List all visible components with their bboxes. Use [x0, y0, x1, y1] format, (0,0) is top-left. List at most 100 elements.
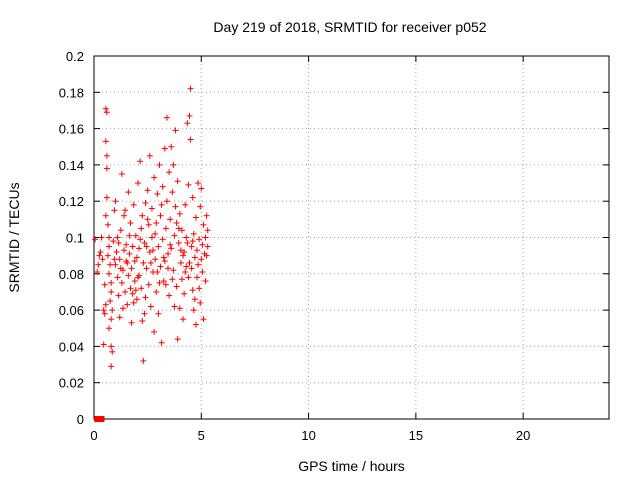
data-point: [108, 279, 115, 286]
data-point: [106, 243, 113, 250]
data-point: [198, 185, 205, 192]
data-point: [132, 232, 139, 239]
data-point: [204, 243, 211, 250]
data-point: [123, 241, 130, 248]
data-point: [184, 239, 191, 246]
data-point: [128, 319, 135, 326]
data-point: [106, 325, 113, 332]
data-point: [195, 180, 202, 187]
data-point: [97, 249, 104, 256]
y-tick-label: 0.06: [59, 303, 84, 318]
data-point: [146, 249, 153, 256]
data-points: [92, 85, 211, 422]
data-point: [166, 169, 173, 176]
data-point: [108, 316, 115, 323]
data-point: [175, 239, 182, 246]
data-point: [200, 316, 207, 323]
data-point: [180, 316, 187, 323]
data-point: [163, 114, 170, 121]
chart-title: Day 219 of 2018, SRMTID for receiver p05…: [213, 19, 486, 35]
y-tick-label: 0.2: [66, 49, 84, 64]
data-point: [163, 198, 170, 205]
data-point: [134, 180, 141, 187]
data-point: [197, 299, 204, 306]
data-point: [191, 296, 198, 303]
y-tick-label: 0.02: [59, 376, 84, 391]
data-point: [158, 201, 165, 208]
data-point: [170, 161, 177, 168]
data-point: [126, 250, 133, 257]
data-point: [138, 225, 145, 232]
y-tick-label: 0.16: [59, 122, 84, 137]
data-point: [137, 236, 144, 243]
data-point: [151, 328, 158, 335]
axis-ticks: 0 5 10 15 20 0 0.02 0.04 0.06 0.08 0.1 0.12 0.14 0.16…: [59, 49, 609, 443]
data-point: [165, 250, 172, 257]
data-point: [96, 252, 103, 259]
y-tick-label: 0.18: [59, 85, 84, 100]
data-point: [92, 236, 99, 243]
data-point: [196, 285, 203, 292]
data-point: [185, 274, 192, 281]
data-point: [141, 239, 148, 246]
data-point: [177, 259, 184, 266]
data-point: [138, 285, 145, 292]
data-point: [104, 252, 111, 259]
data-point: [169, 276, 176, 283]
data-point: [142, 200, 149, 207]
data-point: [153, 288, 160, 295]
data-point: [180, 252, 187, 259]
data-point: [157, 212, 164, 219]
data-point: [159, 183, 166, 190]
data-point: [173, 283, 180, 290]
data-point: [94, 268, 101, 275]
data-point: [114, 234, 121, 241]
data-point: [174, 178, 181, 185]
data-point: [144, 216, 151, 223]
data-point: [184, 120, 191, 127]
data-point: [156, 279, 163, 286]
data-point: [112, 198, 119, 205]
data-point: [182, 268, 189, 275]
data-point: [124, 301, 131, 308]
baseline-point: [98, 416, 105, 422]
data-point: [189, 194, 196, 201]
data-point: [147, 259, 154, 266]
data-point: [139, 212, 146, 219]
y-axis-label: SRMTID / TECUs: [6, 182, 22, 292]
data-point: [143, 265, 150, 272]
data-point: [181, 290, 188, 297]
data-point: [139, 317, 146, 324]
data-point: [157, 263, 164, 270]
data-point: [200, 221, 207, 228]
data-point: [174, 336, 181, 343]
x-axis-label: GPS time / hours: [298, 458, 405, 474]
data-point: [128, 265, 135, 272]
data-point: [183, 263, 190, 270]
data-point: [189, 287, 196, 294]
data-point: [100, 307, 107, 314]
data-point: [111, 207, 118, 214]
data-point: [127, 285, 134, 292]
data-point: [109, 307, 116, 314]
data-point: [118, 279, 125, 286]
data-point: [153, 219, 160, 226]
data-point: [161, 145, 168, 152]
data-point: [117, 227, 124, 234]
data-point: [108, 343, 115, 350]
data-point: [107, 261, 114, 268]
data-point: [167, 241, 174, 248]
data-point: [194, 274, 200, 281]
data-point: [107, 298, 114, 305]
data-point: [204, 227, 211, 234]
data-point: [147, 303, 154, 310]
data-point: [187, 136, 194, 143]
data-point: [117, 265, 124, 272]
data-point: [109, 348, 116, 355]
y-tick-label: 0.1: [66, 231, 84, 246]
data-point: [134, 274, 141, 281]
data-point: [122, 288, 129, 295]
data-point: [146, 152, 153, 159]
data-point: [141, 310, 148, 317]
data-point: [131, 278, 138, 285]
